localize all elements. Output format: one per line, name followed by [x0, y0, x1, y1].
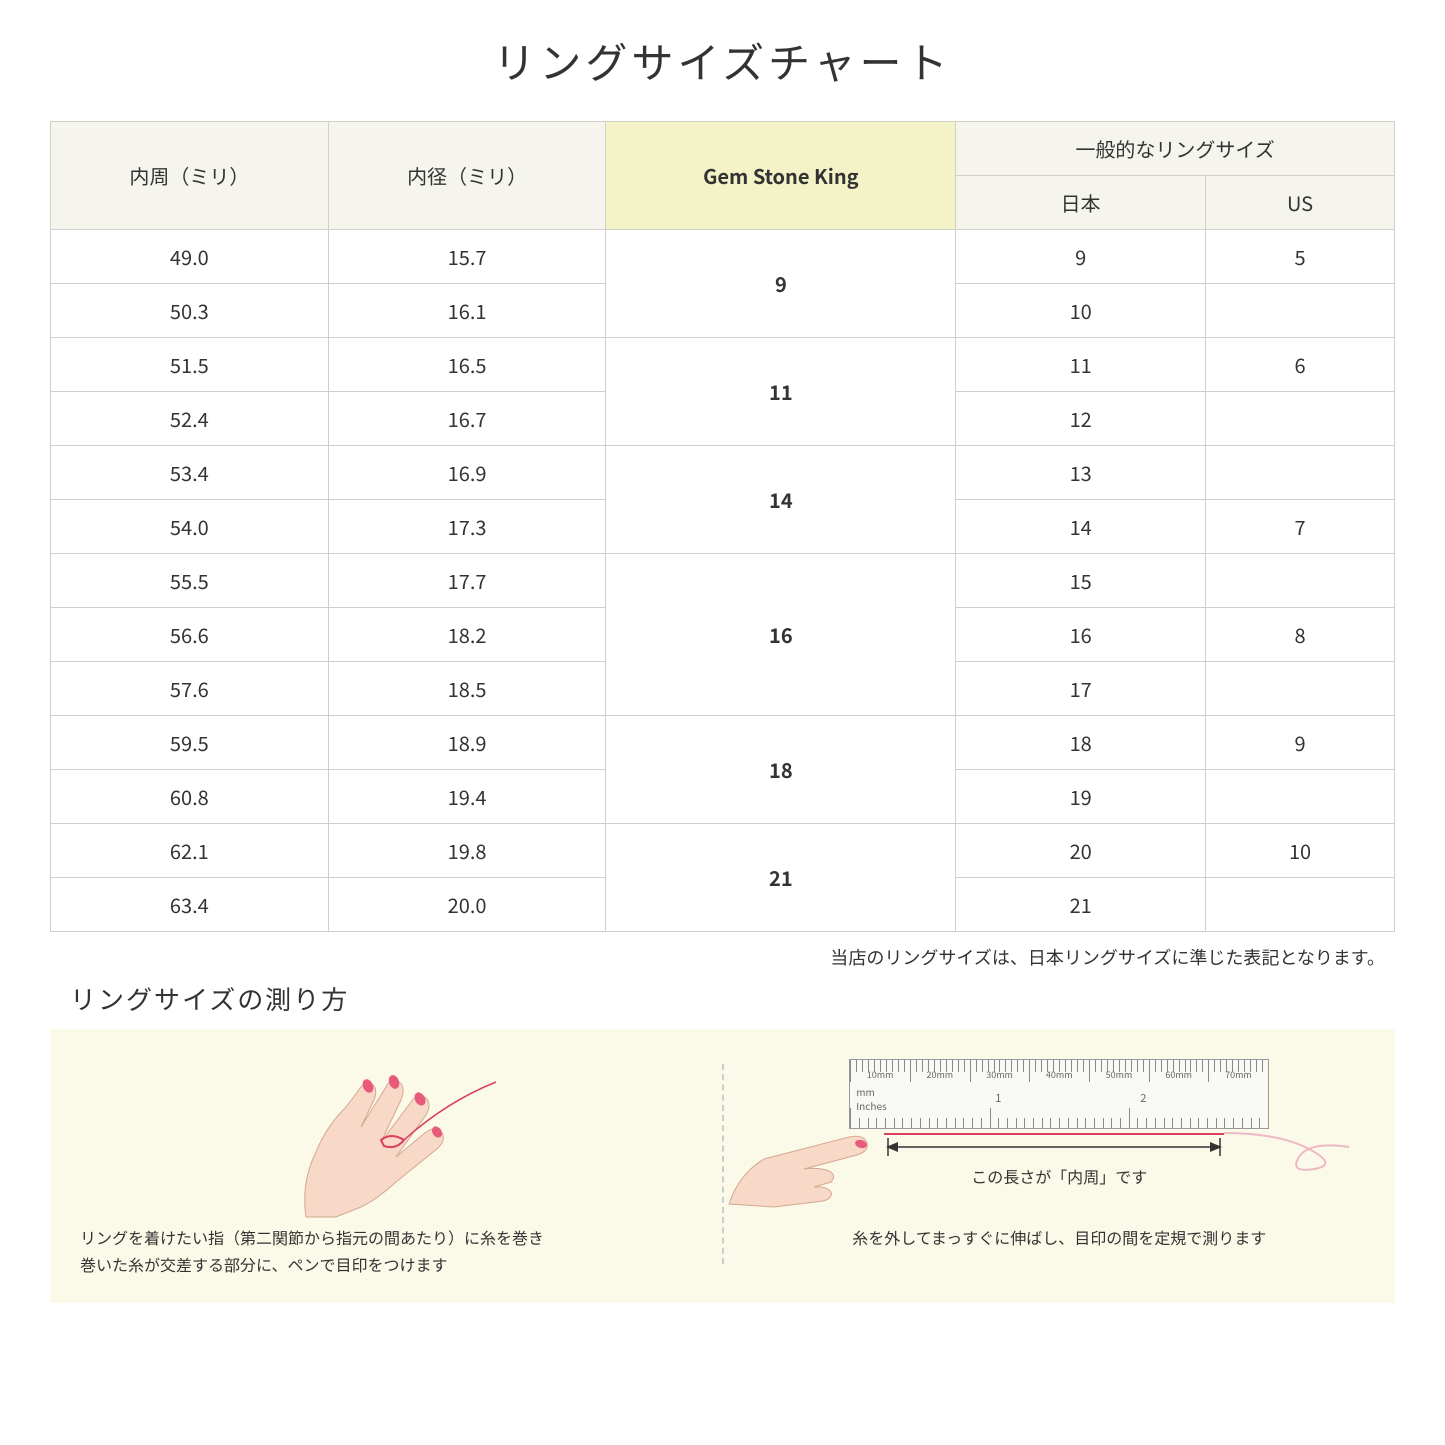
cell-us-size — [1206, 662, 1395, 716]
cell-circumference: 54.0 — [51, 500, 329, 554]
instructions-panel: リングを着けたい指（第二関節から指元の間あたり）に糸を巻き巻いた糸が交差する部分… — [50, 1029, 1395, 1303]
cell-us-size: 5 — [1206, 230, 1395, 284]
cell-japan-size: 20 — [956, 824, 1206, 878]
cell-circumference: 60.8 — [51, 770, 329, 824]
cell-japan-size: 10 — [956, 284, 1206, 338]
cell-us-size: 7 — [1206, 500, 1395, 554]
cell-japan-size: 17 — [956, 662, 1206, 716]
cell-diameter: 18.2 — [328, 608, 606, 662]
cell-us-size — [1206, 284, 1395, 338]
th-us: US — [1206, 176, 1395, 230]
ring-size-table: 内周（ミリ） 内径（ミリ） Gem Stone King 一般的なリングサイズ … — [50, 121, 1395, 932]
cell-japan-size: 21 — [956, 878, 1206, 932]
measure-label: この長さが「内周」です — [849, 1164, 1269, 1188]
cell-japan-size: 13 — [956, 446, 1206, 500]
cell-diameter: 17.7 — [328, 554, 606, 608]
th-japan: 日本 — [956, 176, 1206, 230]
cell-us-size: 10 — [1206, 824, 1395, 878]
table-row: 59.518.918189 — [51, 716, 1395, 770]
cell-japan-size: 16 — [956, 608, 1206, 662]
instructions-title: リングサイズの測り方 — [70, 980, 1395, 1017]
cell-japan-size: 15 — [956, 554, 1206, 608]
cell-gsk-size: 18 — [606, 716, 956, 824]
cell-diameter: 20.0 — [328, 878, 606, 932]
cell-circumference: 55.5 — [51, 554, 329, 608]
table-row: 49.015.7995 — [51, 230, 1395, 284]
cell-gsk-size: 14 — [606, 446, 956, 554]
cell-diameter: 18.9 — [328, 716, 606, 770]
hand-wrap-illustration — [246, 1052, 526, 1222]
cell-circumference: 50.3 — [51, 284, 329, 338]
th-diameter: 内径（ミリ） — [328, 122, 606, 230]
step-2-caption: 糸を外してまっすぐに伸ばし、目印の間を定規で測ります — [754, 1224, 1366, 1251]
cell-circumference: 57.6 — [51, 662, 329, 716]
cell-japan-size: 14 — [956, 500, 1206, 554]
cell-japan-size: 18 — [956, 716, 1206, 770]
table-row: 51.516.511116 — [51, 338, 1395, 392]
cell-diameter: 17.3 — [328, 500, 606, 554]
cell-diameter: 16.1 — [328, 284, 606, 338]
instruction-step-1: リングを着けたい指（第二関節から指元の間あたり）に糸を巻き巻いた糸が交差する部分… — [80, 1049, 692, 1278]
cell-gsk-size: 9 — [606, 230, 956, 338]
cell-circumference: 51.5 — [51, 338, 329, 392]
measure-arrow — [884, 1132, 1224, 1162]
cell-japan-size: 9 — [956, 230, 1206, 284]
cell-diameter: 18.5 — [328, 662, 606, 716]
cell-us-size: 9 — [1206, 716, 1395, 770]
cell-us-size: 6 — [1206, 338, 1395, 392]
cell-gsk-size: 16 — [606, 554, 956, 716]
cell-us-size — [1206, 554, 1395, 608]
cell-diameter: 16.5 — [328, 338, 606, 392]
cell-japan-size: 11 — [956, 338, 1206, 392]
thread-curl — [1219, 1119, 1349, 1179]
cell-japan-size: 12 — [956, 392, 1206, 446]
table-row: 55.517.71615 — [51, 554, 1395, 608]
cell-gsk-size: 21 — [606, 824, 956, 932]
cell-circumference: 53.4 — [51, 446, 329, 500]
table-row: 53.416.91413 — [51, 446, 1395, 500]
cell-japan-size: 19 — [956, 770, 1206, 824]
cell-gsk-size: 11 — [606, 338, 956, 446]
cell-circumference: 59.5 — [51, 716, 329, 770]
table-row: 62.119.8212010 — [51, 824, 1395, 878]
size-note: 当店のリングサイズは、日本リングサイズに準じた表記となります。 — [50, 944, 1395, 970]
cell-us-size — [1206, 446, 1395, 500]
hand-point-illustration — [719, 1089, 899, 1209]
cell-circumference: 49.0 — [51, 230, 329, 284]
th-general: 一般的なリングサイズ — [956, 122, 1395, 176]
cell-circumference: 63.4 — [51, 878, 329, 932]
cell-diameter: 15.7 — [328, 230, 606, 284]
cell-circumference: 62.1 — [51, 824, 329, 878]
page-title: リングサイズチャート — [50, 30, 1395, 91]
cell-diameter: 16.9 — [328, 446, 606, 500]
cell-circumference: 56.6 — [51, 608, 329, 662]
ruler-illustration: 10mm 20mm 30mm 40mm 50mm 60mm 70mm mm In… — [849, 1059, 1269, 1129]
instruction-step-2: 10mm 20mm 30mm 40mm 50mm 60mm 70mm mm In… — [754, 1049, 1366, 1278]
cell-us-size: 8 — [1206, 608, 1395, 662]
cell-us-size — [1206, 392, 1395, 446]
cell-us-size — [1206, 878, 1395, 932]
cell-us-size — [1206, 770, 1395, 824]
cell-diameter: 19.4 — [328, 770, 606, 824]
th-gsk: Gem Stone King — [606, 122, 956, 230]
step-1-caption: リングを着けたい指（第二関節から指元の間あたり）に糸を巻き巻いた糸が交差する部分… — [80, 1224, 692, 1278]
cell-diameter: 19.8 — [328, 824, 606, 878]
cell-diameter: 16.7 — [328, 392, 606, 446]
th-circumference: 内周（ミリ） — [51, 122, 329, 230]
cell-circumference: 52.4 — [51, 392, 329, 446]
